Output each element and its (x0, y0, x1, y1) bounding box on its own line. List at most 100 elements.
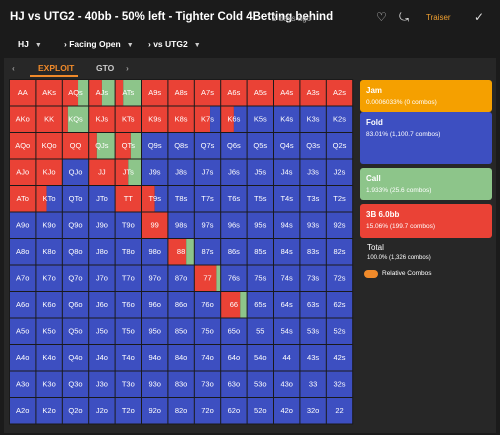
fold-segment (233, 106, 247, 132)
fold-segment (89, 371, 115, 397)
fold-segment (142, 265, 168, 291)
fold-segment (194, 133, 221, 159)
share-icon[interactable]: ⤿ (399, 10, 409, 24)
hand-label: Q9s (148, 141, 162, 150)
fold-segment (168, 292, 194, 318)
toggle[interactable] (364, 270, 378, 278)
fold-segment (89, 239, 115, 265)
hand-label: T4s (280, 194, 293, 203)
hand-label: J5o (96, 327, 108, 336)
hand-label: ATs (122, 88, 134, 97)
hand-label: QTo (69, 194, 83, 203)
breadcrumb-item[interactable]: HJ ▼ (18, 39, 42, 49)
legend-name: Call (366, 174, 381, 183)
hand-label: JTs (123, 168, 135, 177)
fold-segment (36, 318, 62, 344)
fold-segment (115, 212, 141, 238)
hand-label: JJ (98, 168, 106, 177)
raise-segment (142, 186, 155, 212)
toggle-label: Relative Combos (382, 270, 432, 277)
hand-label: T5o (122, 327, 135, 336)
fold-segment (300, 159, 326, 185)
fold-segment (300, 106, 326, 132)
legend-detail: 0.0006033% (0 combos) (366, 99, 437, 106)
confirm-icon[interactable]: ✓ (474, 10, 485, 24)
hand-label: J2o (96, 406, 108, 415)
hand-label: 85o (175, 327, 188, 336)
raise-segment (142, 106, 168, 132)
hand-label: 87s (201, 247, 213, 256)
tab-next[interactable]: › (126, 63, 129, 73)
hand-label: 44 (283, 353, 291, 362)
favorite-icon[interactable]: ♡ (376, 10, 387, 24)
fold-segment (10, 239, 36, 265)
hand-label: T9o (122, 221, 135, 230)
call-segment (101, 80, 115, 106)
hand-label: 93o (148, 380, 161, 389)
call-segment (130, 133, 141, 159)
hand-label: 95s (254, 221, 266, 230)
hand-label: AKo (16, 115, 30, 124)
fold-segment (247, 186, 273, 212)
raise-segment (36, 106, 62, 132)
fold-segment (221, 265, 247, 291)
tab-prev[interactable]: ‹ (12, 63, 15, 73)
call-segment (186, 239, 194, 265)
legend-item: Call 1.933% (25.6 combos) (360, 168, 492, 200)
hand-label: 94o (148, 353, 161, 362)
fold-segment (168, 186, 194, 212)
fold-segment (194, 292, 221, 318)
hand-label: 65s (254, 300, 266, 309)
hand-label: KK (44, 115, 54, 124)
hand-label: 94s (281, 221, 293, 230)
hand-label: 53s (307, 327, 319, 336)
fold-segment (168, 398, 194, 424)
hand-label: AQs (68, 88, 83, 97)
fold-segment (62, 212, 89, 238)
hand-label: Q2o (68, 406, 82, 415)
fold-segment (142, 292, 168, 318)
fold-segment (36, 265, 62, 291)
hand-label: 76o (201, 300, 214, 309)
hand-label: ATo (17, 194, 29, 203)
hand-label: KQo (42, 141, 57, 150)
breadcrumb-item[interactable]: › Facing Open ▼ (64, 39, 134, 49)
fold-segment (142, 159, 168, 185)
hand-label: 85s (254, 247, 266, 256)
hand-label: J4s (281, 168, 293, 177)
fold-segment (115, 345, 141, 371)
hand-label: J4o (96, 353, 108, 362)
fold-segment (10, 398, 36, 424)
hand-label: 65o (228, 327, 241, 336)
fold-segment (326, 159, 353, 185)
raise-segment (194, 80, 221, 106)
fold-segment (10, 371, 36, 397)
hand-label: T2o (122, 406, 135, 415)
legend-name: Fold (366, 118, 383, 127)
hand-label: J9o (96, 221, 108, 230)
raise-segment (115, 106, 141, 132)
fold-segment (221, 159, 247, 185)
user-button[interactable]: Traiser (426, 13, 451, 22)
raise-segment (115, 133, 131, 159)
breadcrumb-item[interactable]: › vs UTG2 ▼ (148, 39, 201, 49)
hand-label: K4s (280, 115, 293, 124)
hand-label: KJo (43, 168, 56, 177)
fold-segment (221, 345, 247, 371)
fold-segment (168, 133, 194, 159)
fold-segment (10, 292, 36, 318)
fold-segment (274, 212, 300, 238)
raise-segment (36, 133, 62, 159)
fold-segment (115, 265, 141, 291)
fold-segment (194, 371, 221, 397)
fold-segment (221, 239, 247, 265)
hand-label: 72o (201, 406, 214, 415)
fold-segment (115, 318, 141, 344)
hand-label: J2s (334, 168, 346, 177)
hand-label: J8s (175, 168, 187, 177)
fold-segment (326, 345, 353, 371)
fold-segment (221, 212, 247, 238)
tab[interactable]: EXPLOIT (38, 63, 75, 73)
raise-segment (89, 80, 102, 106)
tab[interactable]: GTO (96, 63, 115, 73)
